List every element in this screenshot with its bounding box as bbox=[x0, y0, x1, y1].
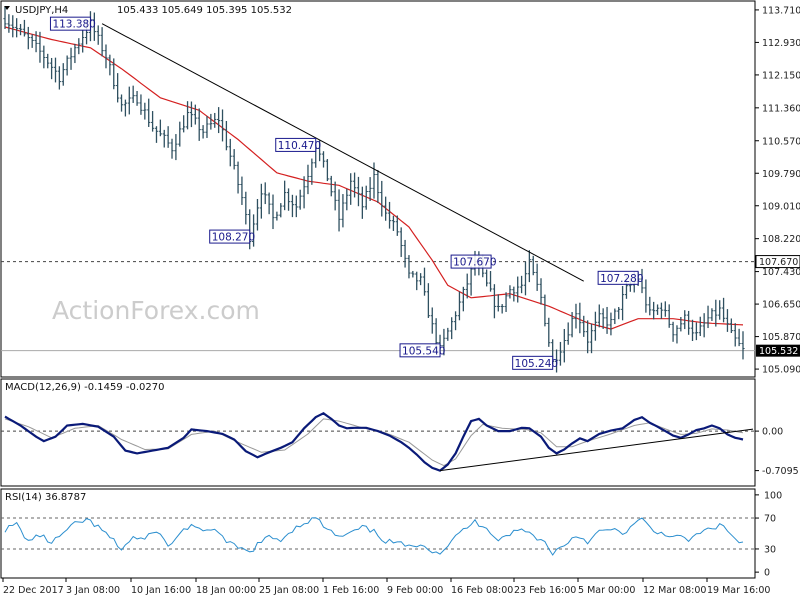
rsi-axis-label: 70 bbox=[764, 514, 776, 525]
price-annotation: 107.670 bbox=[450, 254, 497, 269]
current-price-label: 105.532 bbox=[759, 346, 798, 357]
price-axis-label: 108.220 bbox=[762, 234, 800, 245]
annotation-label: 110.470 bbox=[278, 140, 321, 152]
macd-axis-label: -0.7095 bbox=[762, 466, 799, 477]
price-axis-label: 109.010 bbox=[762, 201, 800, 212]
time-axis-label: 10 Jan 16:00 bbox=[131, 585, 191, 596]
time-axis-label: 23 Feb 16:00 bbox=[514, 585, 576, 596]
symbol-label: USDJPY,H4 bbox=[15, 5, 68, 16]
macd-title: MACD(12,26,9) -0.1459 -0.0270 bbox=[5, 382, 165, 393]
annotation-box bbox=[597, 270, 639, 285]
price-axis-label: 111.360 bbox=[762, 103, 800, 114]
price-axis-label: 109.790 bbox=[762, 169, 800, 180]
time-axis-label: 16 Feb 08:00 bbox=[451, 585, 513, 596]
macd-trend-line bbox=[439, 428, 754, 472]
price-annotation: 105.240 bbox=[512, 355, 558, 370]
price-axis-label: 112.930 bbox=[762, 38, 800, 49]
annotation-box bbox=[209, 229, 251, 244]
price-axis-label: 106.650 bbox=[762, 300, 800, 311]
price-axis-label: 113.710 bbox=[762, 5, 800, 16]
time-axis-label: 22 Dec 2017 bbox=[3, 585, 64, 596]
time-axis-label: 12 Mar 08:00 bbox=[643, 585, 706, 596]
price-annotation: 107.280 bbox=[597, 270, 644, 285]
time-axis-label: 5 Mar 00:00 bbox=[578, 585, 635, 596]
price-annotation: 110.470 bbox=[275, 137, 321, 152]
annotation-box bbox=[399, 343, 441, 358]
price-axis-label: 107.430 bbox=[762, 267, 800, 278]
price-axis-label: 105.090 bbox=[762, 365, 800, 376]
time-axis-label: 3 Jan 08:00 bbox=[66, 585, 120, 596]
price-axis-label: 112.150 bbox=[762, 70, 800, 81]
current-price-tag: 105.532 bbox=[756, 344, 800, 357]
price-annotation: 113.380 bbox=[49, 16, 96, 31]
resistance-level-label: 107.670 bbox=[759, 257, 798, 268]
rsi-line bbox=[4, 517, 744, 556]
downtrend-line bbox=[101, 23, 584, 282]
rsi-axis-label: 30 bbox=[764, 544, 776, 555]
annotation-label: 105.540 bbox=[402, 345, 445, 357]
price-annotation: 105.540 bbox=[399, 343, 445, 358]
resistance-level-tag: 107.670 bbox=[755, 255, 800, 268]
price-axis-label: 105.870 bbox=[762, 332, 800, 343]
annotation-label: 107.280 bbox=[600, 273, 643, 285]
price-annotation: 108.270 bbox=[209, 229, 255, 244]
annotation-label: 105.240 bbox=[515, 358, 558, 370]
time-axis-label: 9 Feb 00:00 bbox=[387, 585, 443, 596]
rsi-axis-label: 0 bbox=[764, 568, 770, 579]
moving-average-line bbox=[4, 26, 744, 330]
annotation-box bbox=[49, 16, 91, 31]
macd-line bbox=[4, 412, 744, 472]
rsi-panel: RSI(14) 36.8787 100 70 30 0 bbox=[0, 488, 782, 579]
price-axis-label: 110.570 bbox=[762, 136, 800, 147]
rsi-title: RSI(14) 36.8787 bbox=[5, 492, 86, 503]
time-axis: 22 Dec 2017 3 Jan 08:00 10 Jan 16:00 18 Jan… bbox=[2, 578, 770, 596]
annotation-box bbox=[275, 137, 317, 152]
annotation-label: 113.380 bbox=[52, 19, 95, 31]
annotation-label: 107.670 bbox=[453, 257, 496, 269]
time-axis-label: 19 Mar 16:00 bbox=[707, 585, 770, 596]
macd-axis-label: 0.00 bbox=[762, 427, 783, 438]
time-axis-label: 25 Jan 08:00 bbox=[259, 585, 319, 596]
annotation-box bbox=[450, 254, 492, 269]
annotation-label: 108.270 bbox=[212, 232, 255, 244]
macd-panel: MACD(12,26,9) -0.1459 -0.0270 0.00 -0.709… bbox=[0, 378, 799, 487]
time-axis-label: 1 Feb 16:00 bbox=[323, 585, 379, 596]
watermark: ActionForex.com bbox=[52, 296, 260, 325]
price-panel: ActionForex.com USDJPY,H4 105.433 105.64… bbox=[0, 0, 800, 378]
annotation-box bbox=[512, 355, 554, 370]
rsi-axis-label: 100 bbox=[764, 490, 782, 501]
time-axis-label: 18 Jan 00:00 bbox=[196, 585, 256, 596]
ohlc-values: 105.433 105.649 105.395 105.532 bbox=[117, 5, 292, 16]
